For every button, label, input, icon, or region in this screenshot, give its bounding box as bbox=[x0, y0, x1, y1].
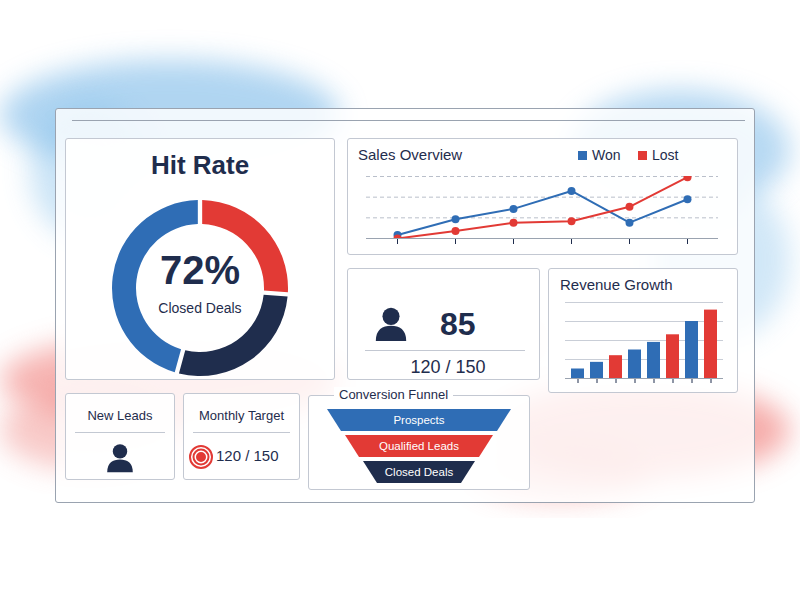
html-text:Revenue Growth: Revenue Growth bbox=[560, 276, 673, 293]
html-text:Closed Deals: Closed Deals bbox=[158, 300, 242, 316]
svg-text:Closed Deals: Closed Deals bbox=[385, 466, 454, 478]
html-text:Lost: Lost bbox=[652, 147, 679, 163]
svg-text:Prospects: Prospects bbox=[393, 414, 444, 426]
html-text:120 / 150: 120 / 150 bbox=[216, 447, 279, 464]
html-text:120 / 150: 120 / 150 bbox=[410, 357, 486, 377]
html-text:85: 85 bbox=[440, 306, 476, 342]
html-text:Sales Overview: Sales Overview bbox=[358, 146, 463, 163]
html-text:New Leads: New Leads bbox=[87, 408, 153, 423]
svg-text:Qualified Leads: Qualified Leads bbox=[379, 440, 459, 452]
html-text:72%: 72% bbox=[160, 248, 240, 292]
html-text:Won: Won bbox=[592, 147, 621, 163]
html-text:Hit Rate: Hit Rate bbox=[150, 150, 250, 180]
html-text:Conversion Funnel: Conversion Funnel bbox=[339, 387, 449, 402]
html-text:Monthly Target: Monthly Target bbox=[199, 408, 284, 423]
